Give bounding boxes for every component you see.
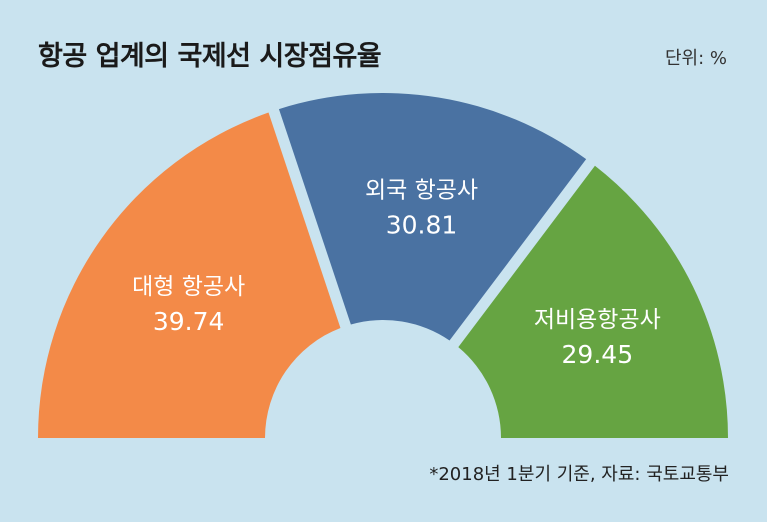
- slice-2-category-label: 외국 항공사: [365, 178, 478, 204]
- slice-1-value-label: 39.74: [153, 307, 225, 336]
- slice-2-value-label: 30.81: [386, 211, 458, 240]
- unit-label: 단위: %: [664, 48, 727, 69]
- slice-3-value-label: 29.45: [562, 340, 634, 369]
- slice-3: [458, 165, 728, 438]
- slice-1: [38, 112, 341, 438]
- source-note: *2018년 1분기 기준, 자료: 국토교통부: [429, 464, 729, 485]
- slice-2: [278, 93, 587, 341]
- slice-3-category-label: 저비용항공사: [534, 307, 661, 333]
- chart-title: 항공 업계의 국제선 시장점유율: [38, 41, 382, 72]
- slice-1-category-label: 대형 항공사: [132, 274, 245, 300]
